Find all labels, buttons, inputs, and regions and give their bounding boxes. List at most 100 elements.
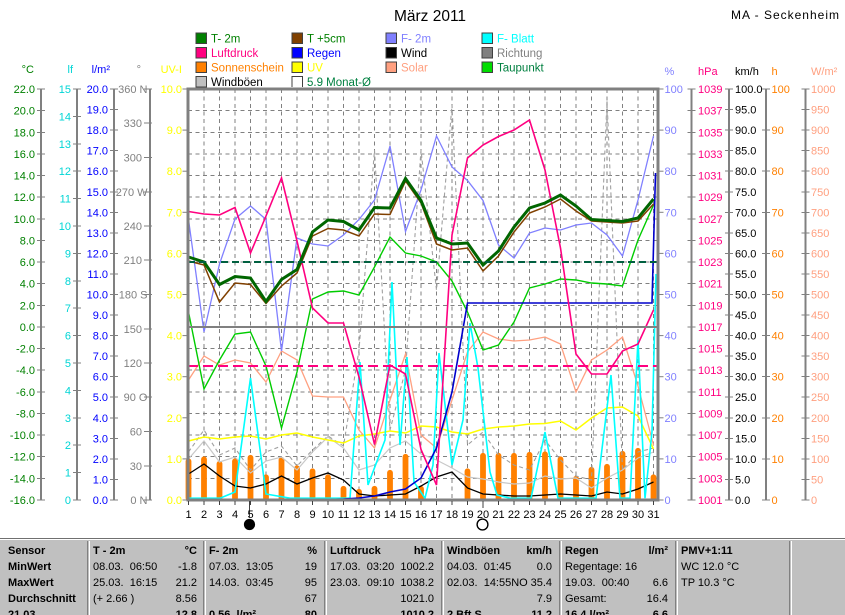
svg-text:15.0: 15.0: [87, 187, 108, 199]
svg-text:9: 9: [65, 248, 71, 260]
svg-text:1029: 1029: [698, 192, 722, 204]
svg-text:45.0: 45.0: [735, 310, 756, 322]
svg-text:31: 31: [647, 509, 659, 521]
svg-text:4.0: 4.0: [20, 279, 35, 291]
svg-text:0.0: 0.0: [93, 495, 108, 507]
svg-text:80: 80: [665, 166, 677, 178]
svg-text:150: 150: [124, 324, 142, 336]
svg-text:150: 150: [811, 433, 829, 445]
svg-text:4.0: 4.0: [167, 331, 182, 343]
svg-text:5.0: 5.0: [167, 290, 182, 302]
svg-text:3: 3: [65, 413, 71, 425]
svg-text:40.0: 40.0: [735, 331, 756, 343]
svg-text:50: 50: [811, 474, 823, 486]
svg-text:9.0: 9.0: [93, 310, 108, 322]
svg-text:15: 15: [399, 509, 411, 521]
svg-text:Solar: Solar: [401, 63, 428, 75]
svg-text:19: 19: [461, 509, 473, 521]
svg-text:2.0: 2.0: [93, 454, 108, 466]
svg-text:12.0: 12.0: [14, 192, 35, 204]
svg-text:700: 700: [811, 207, 829, 219]
svg-text:0 N: 0 N: [130, 495, 147, 507]
svg-text:24: 24: [539, 509, 551, 521]
svg-text:12: 12: [353, 509, 365, 521]
svg-text:1015: 1015: [698, 344, 722, 356]
svg-text:800: 800: [811, 166, 829, 178]
svg-text:65.0: 65.0: [735, 228, 756, 240]
svg-text:%: %: [665, 66, 675, 78]
svg-text:6.0: 6.0: [93, 372, 108, 384]
svg-text:5.9 Monat-Ø: 5.9 Monat-Ø: [307, 77, 371, 89]
svg-text:13.0: 13.0: [87, 228, 108, 240]
svg-text:5.0: 5.0: [735, 474, 750, 486]
svg-text:240: 240: [124, 221, 142, 233]
svg-text:80.0: 80.0: [735, 166, 756, 178]
svg-text:Taupunkt: Taupunkt: [497, 63, 544, 75]
svg-text:11.0: 11.0: [87, 269, 108, 281]
svg-text:8.0: 8.0: [20, 235, 35, 247]
svg-text:1021: 1021: [698, 279, 722, 291]
svg-text:hPa: hPa: [698, 66, 718, 78]
svg-text:10: 10: [322, 509, 334, 521]
svg-text:180 S: 180 S: [119, 290, 148, 302]
svg-text:14: 14: [59, 111, 71, 123]
svg-text:-12.0: -12.0: [10, 452, 35, 464]
svg-text:330: 330: [124, 118, 142, 130]
svg-text:-6.0: -6.0: [16, 387, 35, 399]
svg-text:40: 40: [772, 331, 784, 343]
svg-text:60: 60: [130, 427, 142, 439]
svg-text:70.0: 70.0: [735, 207, 756, 219]
svg-text:1: 1: [65, 468, 71, 480]
svg-text:30: 30: [632, 509, 644, 521]
svg-text:3.0: 3.0: [167, 372, 182, 384]
svg-text:4.0: 4.0: [93, 413, 108, 425]
svg-text:1001: 1001: [698, 495, 722, 507]
svg-text:12.0: 12.0: [87, 248, 108, 260]
svg-text:7.0: 7.0: [167, 207, 182, 219]
svg-text:120: 120: [124, 358, 142, 370]
svg-text:3: 3: [216, 509, 222, 521]
svg-text:T +5cm: T +5cm: [307, 34, 345, 46]
svg-text:F- Blatt: F- Blatt: [497, 34, 535, 46]
svg-text:1019: 1019: [698, 300, 722, 312]
svg-text:10.0: 10.0: [735, 454, 756, 466]
svg-text:1009: 1009: [698, 409, 722, 421]
svg-text:15: 15: [59, 84, 71, 96]
svg-text:7: 7: [65, 303, 71, 315]
svg-text:16: 16: [415, 509, 427, 521]
svg-text:UV: UV: [307, 63, 323, 75]
svg-text:1005: 1005: [698, 452, 722, 464]
svg-text:15.0: 15.0: [735, 433, 756, 445]
svg-text:900: 900: [811, 125, 829, 137]
svg-text:0: 0: [65, 495, 71, 507]
svg-text:1039: 1039: [698, 84, 722, 96]
svg-text:F- 2m: F- 2m: [401, 34, 431, 46]
svg-text:20: 20: [665, 413, 677, 425]
svg-text:850: 850: [811, 146, 829, 158]
svg-text:60.0: 60.0: [735, 248, 756, 260]
svg-text:W/m²: W/m²: [811, 66, 838, 78]
svg-text:17.0: 17.0: [87, 146, 108, 158]
svg-text:4: 4: [232, 509, 238, 521]
svg-text:950: 950: [811, 105, 829, 117]
svg-text:11: 11: [338, 509, 349, 521]
svg-text:35.0: 35.0: [735, 351, 756, 363]
svg-text:1011: 1011: [698, 387, 722, 399]
svg-text:550: 550: [811, 269, 829, 281]
svg-text:20: 20: [772, 413, 784, 425]
svg-text:9: 9: [309, 509, 315, 521]
svg-text:8: 8: [65, 276, 71, 288]
svg-text:30: 30: [130, 461, 142, 473]
svg-text:20.0: 20.0: [735, 413, 756, 425]
svg-text:-14.0: -14.0: [10, 473, 35, 485]
svg-text:1000: 1000: [811, 84, 835, 96]
svg-text:350: 350: [811, 351, 829, 363]
svg-text:90: 90: [665, 125, 677, 137]
svg-text:16.0: 16.0: [14, 149, 35, 161]
svg-text:360 N: 360 N: [118, 84, 147, 96]
svg-text:7: 7: [278, 509, 284, 521]
svg-text:5: 5: [65, 358, 71, 370]
svg-text:Wind: Wind: [401, 48, 427, 60]
svg-text:200: 200: [811, 413, 829, 425]
svg-text:14.0: 14.0: [14, 171, 35, 183]
